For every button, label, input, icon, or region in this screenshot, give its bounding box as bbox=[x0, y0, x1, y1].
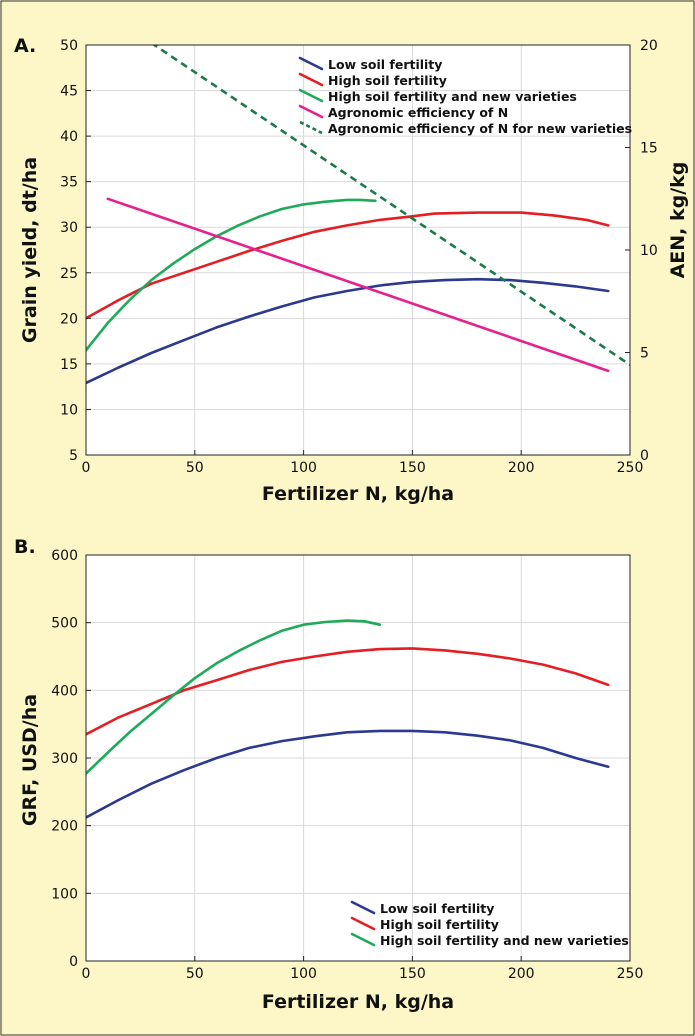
b-x-tick-label: 100 bbox=[290, 966, 317, 982]
b-legend-swatch bbox=[350, 932, 376, 947]
panel-a-y-ticks: 5 10 15 20 25 30 35 40 45 50 bbox=[60, 38, 91, 464]
a-y2-tick-label: 0 bbox=[640, 448, 649, 464]
a-y-tick-label: 25 bbox=[60, 266, 78, 282]
a-legend-label: Agronomic efficiency of N for new variet… bbox=[328, 121, 632, 136]
a-y-tick-label: 15 bbox=[60, 357, 78, 373]
panel-a-y2-axis-title: AEN, kg/kg bbox=[667, 162, 689, 279]
b-series-low-soil-fertility bbox=[86, 729, 610, 819]
a-legend-label: High soil fertility and new varieties bbox=[328, 89, 577, 104]
a-legend-swatch bbox=[298, 56, 324, 71]
panel-b-grid bbox=[86, 555, 630, 961]
panel-a-plot-area bbox=[86, 45, 630, 455]
panel-a-x-ticks: 0 50 100 150 200 250 bbox=[82, 450, 644, 476]
a-series-high-soil-fertility bbox=[86, 211, 610, 320]
a-x-tick-label: 100 bbox=[290, 460, 317, 476]
a-y-tick-label: 30 bbox=[60, 220, 78, 236]
panel-b: 0 50 100 150 200 250 0 100 200 300 400 500 600 Low … bbox=[14, 536, 643, 1013]
b-x-tick-label: 50 bbox=[186, 966, 204, 982]
b-legend-label: High soil fertility and new varieties bbox=[380, 933, 629, 948]
b-y-tick-label: 600 bbox=[51, 548, 78, 564]
b-y-tick-label: 400 bbox=[51, 683, 78, 699]
a-x-tick-label: 150 bbox=[399, 460, 426, 476]
a-x-tick-label: 200 bbox=[508, 460, 535, 476]
b-x-tick-label: 0 bbox=[82, 966, 91, 982]
a-x-tick-label: 250 bbox=[617, 460, 644, 476]
b-legend-label: Low soil fertility bbox=[380, 901, 494, 916]
a-y-tick-label: 45 bbox=[60, 84, 78, 100]
b-y-tick-label: 0 bbox=[69, 954, 78, 970]
b-x-tick-label: 200 bbox=[508, 966, 535, 982]
b-legend-swatch bbox=[350, 916, 376, 931]
panel-b-x-axis-title: Fertilizer N, kg/ha bbox=[262, 991, 454, 1013]
a-y-tick-label: 5 bbox=[69, 448, 78, 464]
panel-b-y-ticks: 0 100 200 300 400 500 600 bbox=[51, 548, 91, 970]
a-series-agronomic-efficiency-of-n-for-new-varieties bbox=[152, 45, 630, 366]
a-legend-label: Agronomic efficiency of N bbox=[328, 105, 508, 120]
b-series-high-soil-fertility-and-new-varieties bbox=[86, 619, 382, 775]
a-y-tick-label: 40 bbox=[60, 129, 78, 145]
panel-a-y2-ticks: 0 5 10 15 20 bbox=[625, 38, 658, 464]
a-y2-tick-label: 20 bbox=[640, 38, 658, 54]
b-y-tick-label: 100 bbox=[51, 886, 78, 902]
panel-a-y-axis-title: Grain yield, dt/ha bbox=[19, 157, 41, 343]
a-series-low-soil-fertility bbox=[86, 277, 610, 385]
a-legend-swatch bbox=[298, 104, 324, 119]
b-legend-label: High soil fertility bbox=[380, 917, 499, 932]
a-legend-label: Low soil fertility bbox=[328, 57, 442, 72]
b-y-tick-label: 500 bbox=[51, 616, 78, 632]
panel-b-x-ticks: 0 50 100 150 200 250 bbox=[82, 956, 644, 982]
b-y-tick-label: 300 bbox=[51, 751, 78, 767]
a-y-tick-label: 50 bbox=[60, 38, 78, 54]
panel-a-x-axis-title: Fertilizer N, kg/ha bbox=[262, 483, 454, 505]
panel-b-y-axis-title: GRF, USD/ha bbox=[19, 694, 41, 826]
a-y-tick-label: 10 bbox=[60, 402, 78, 418]
panel-a-label: A. bbox=[14, 35, 36, 57]
a-y2-tick-label: 10 bbox=[640, 243, 658, 259]
a-y2-tick-label: 5 bbox=[640, 346, 649, 362]
a-y-tick-label: 20 bbox=[60, 311, 78, 327]
b-y-tick-label: 200 bbox=[51, 819, 78, 835]
a-legend-swatch bbox=[298, 88, 324, 103]
a-series-high-soil-fertility-and-new-varieties bbox=[86, 198, 377, 352]
a-legend-swatch bbox=[298, 72, 324, 87]
panel-b-series bbox=[86, 619, 610, 819]
a-y2-tick-label: 15 bbox=[640, 141, 658, 157]
a-y-tick-label: 35 bbox=[60, 175, 78, 191]
panel-a-grid bbox=[86, 45, 630, 455]
b-x-tick-label: 150 bbox=[399, 966, 426, 982]
a-x-tick-label: 50 bbox=[186, 460, 204, 476]
a-series-agronomic-efficiency-of-n bbox=[106, 197, 610, 373]
panel-b-label: B. bbox=[14, 536, 36, 558]
b-legend-swatch bbox=[350, 900, 376, 915]
panel-a-series bbox=[86, 45, 630, 385]
b-x-tick-label: 250 bbox=[617, 966, 644, 982]
a-x-tick-label: 0 bbox=[82, 460, 91, 476]
a-legend-label: High soil fertility bbox=[328, 73, 447, 88]
